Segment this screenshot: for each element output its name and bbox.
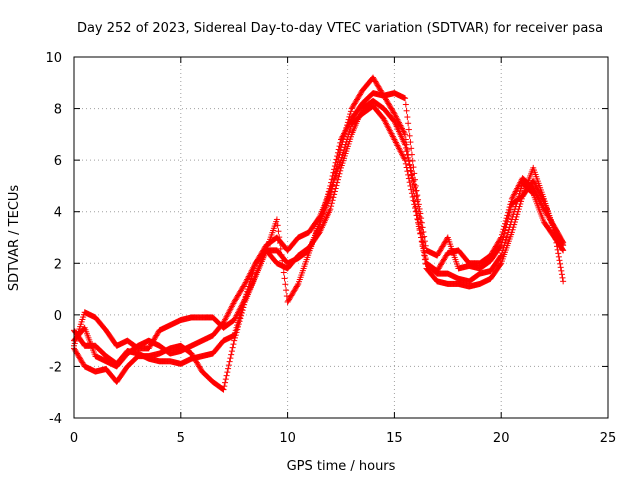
x-tick-label: 5	[177, 431, 185, 446]
x-tick-label: 0	[70, 431, 78, 446]
x-tick-label: 10	[279, 431, 296, 446]
y-tick-label: 4	[54, 206, 62, 221]
grid-lines	[74, 57, 608, 418]
y-tick-label: -2	[49, 360, 62, 375]
chart-title: Day 252 of 2023, Sidereal Day-to-day VTE…	[77, 21, 603, 36]
x-tick-label: 25	[600, 431, 617, 446]
y-tick-label: 8	[54, 103, 62, 118]
x-tick-label: 20	[493, 431, 510, 446]
series-day-3	[71, 97, 567, 367]
series-day-4	[71, 74, 567, 393]
y-tick-label: 6	[54, 154, 62, 169]
y-tick-label: -4	[49, 412, 62, 427]
data-points	[71, 74, 567, 393]
axis-tick-labels: 0 5 10 15 20 25 -4 -2 0 2 4 6 8 10	[45, 51, 616, 446]
axis-ticks	[73, 56, 609, 419]
y-tick-label: 0	[54, 309, 62, 324]
y-tick-label: 10	[45, 51, 62, 66]
y-tick-label: 2	[54, 257, 62, 272]
x-tick-label: 15	[386, 431, 403, 446]
